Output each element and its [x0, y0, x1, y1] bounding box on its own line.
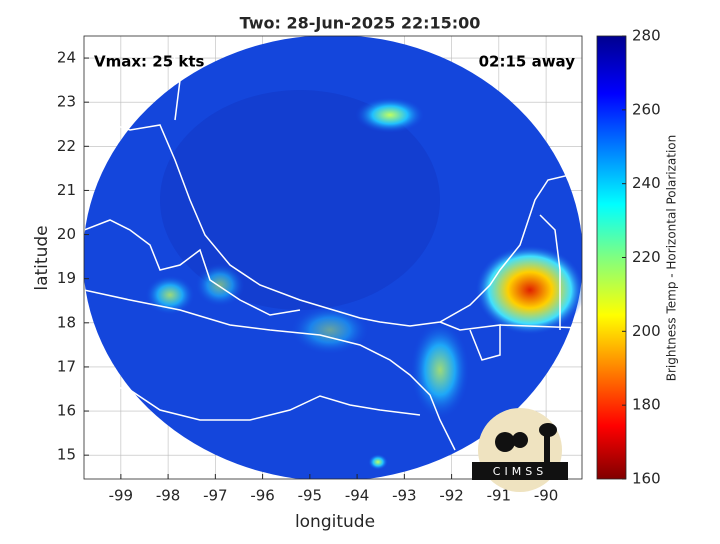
x-tick-label: -96 [250, 487, 275, 505]
colorbar-tick-label: 260 [632, 100, 661, 118]
title: Two: 28-Jun-2025 22:15:00 [240, 14, 481, 33]
x-tick-label: -91 [487, 487, 512, 505]
x-tick-label: -94 [345, 487, 370, 505]
y-tick-label: 23 [57, 93, 76, 111]
y-tick-label: 22 [57, 137, 76, 155]
x-tick-label: -92 [439, 487, 464, 505]
colorbar-tick-label: 200 [632, 322, 661, 340]
colorbar-tick-label: 160 [632, 470, 661, 488]
colorbar [596, 35, 627, 480]
y-axis-label: latitude [32, 225, 52, 290]
x-tick-label: -97 [203, 487, 228, 505]
y-tick-label: 21 [57, 181, 76, 199]
x-tick-label: -99 [109, 487, 134, 505]
colorbar-tick-label: 240 [632, 174, 661, 192]
y-tick-label: 18 [57, 313, 76, 331]
colorbar-tick-label: 180 [632, 396, 661, 414]
y-tick-label: 19 [57, 269, 76, 287]
satellite-image [84, 36, 582, 479]
annotation: 02:15 away [479, 53, 576, 71]
x-tick-label: -95 [298, 487, 323, 505]
y-tick-label: 17 [57, 357, 76, 375]
x-tick-label: -98 [156, 487, 181, 505]
colorbar-tick-label: 280 [632, 27, 661, 45]
annotation: Vmax: 25 kts [94, 53, 204, 71]
x-tick-label: -93 [392, 487, 417, 505]
colorbar-tick-label: 220 [632, 248, 661, 266]
logo: CIMSS [472, 408, 568, 492]
colorbar-label: Brightness Temp - Horizontal Polarizatio… [665, 135, 679, 382]
y-tick-label: 20 [57, 225, 76, 243]
axes-box [83, 35, 583, 480]
x-axis-label: longitude [295, 512, 375, 532]
y-tick-label: 16 [57, 402, 76, 420]
x-tick-label: -90 [534, 487, 559, 505]
y-tick-label: 15 [57, 446, 76, 464]
y-tick-label: 24 [57, 49, 76, 67]
logo-text: CIMSS [493, 465, 547, 478]
